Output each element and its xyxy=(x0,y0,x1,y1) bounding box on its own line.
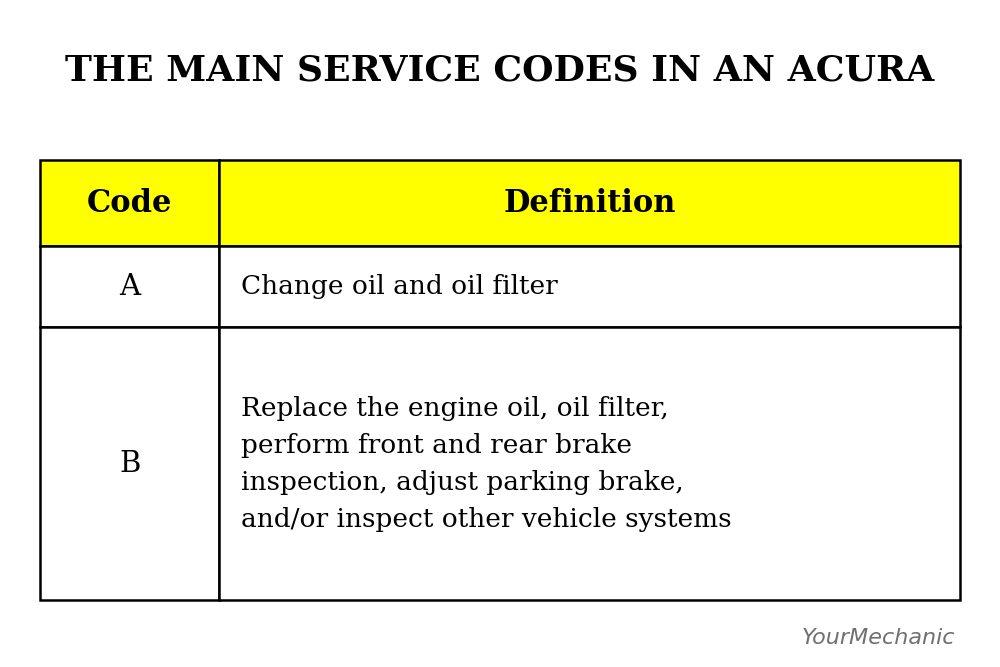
Bar xyxy=(40,327,219,600)
Text: THE MAIN SERVICE CODES IN AN ACURA: THE MAIN SERVICE CODES IN AN ACURA xyxy=(65,53,935,87)
Bar xyxy=(219,246,960,327)
Bar xyxy=(40,160,219,246)
Text: YourMechanic: YourMechanic xyxy=(802,628,955,648)
Text: B: B xyxy=(119,450,140,478)
Bar xyxy=(219,160,960,246)
Bar xyxy=(219,327,960,600)
Text: Definition: Definition xyxy=(503,187,676,219)
Text: Replace the engine oil, oil filter,
perform front and rear brake
inspection, adj: Replace the engine oil, oil filter, perf… xyxy=(241,396,732,532)
Text: Code: Code xyxy=(87,187,172,219)
Text: A: A xyxy=(119,273,140,301)
Bar xyxy=(40,246,219,327)
Text: Change oil and oil filter: Change oil and oil filter xyxy=(241,274,558,299)
